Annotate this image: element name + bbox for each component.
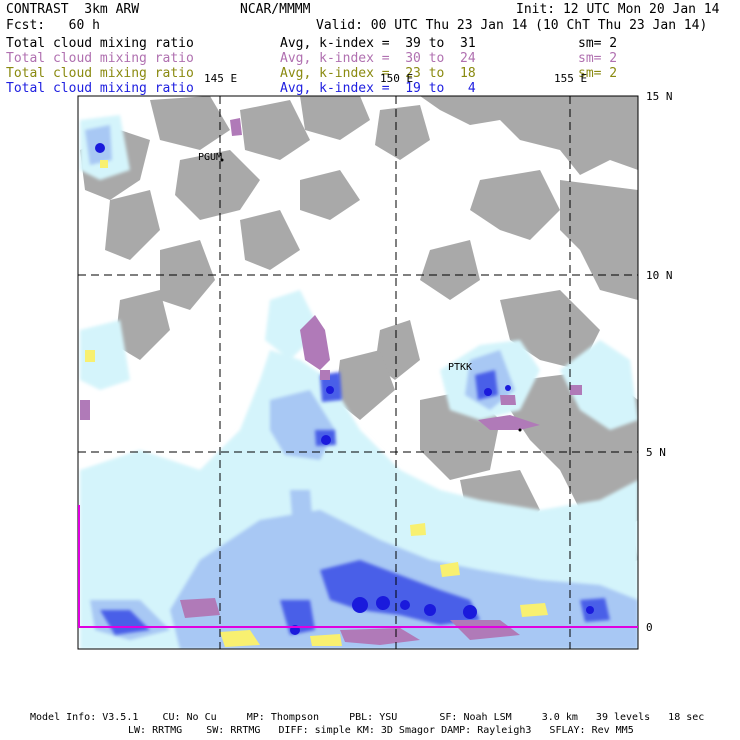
cloud-purple <box>80 118 582 645</box>
field-smoothing: sm= 2 <box>578 36 618 51</box>
lon-label-150: 150 E <box>380 72 414 85</box>
field-smoothing: sm= 2 <box>578 51 618 66</box>
station-markers <box>220 158 522 432</box>
lat-label-0: 0 <box>646 621 653 634</box>
lat-label-15: 15 N <box>646 90 673 103</box>
lon-label-145: 145 E <box>204 72 238 85</box>
footer-physics-info: LW: RRTMG SW: RRTMG DIFF: simple KM: 3D … <box>128 725 634 736</box>
footer-model-info: Model Info: V3.5.1 CU: No Cu MP: Thompso… <box>30 712 705 723</box>
lat-label-5: 5 N <box>646 446 666 459</box>
field-smoothing: sm= 2 <box>578 66 618 81</box>
field-name: Total cloud mixing ratio <box>6 51 194 66</box>
agency-label: NCAR/MMMM <box>240 2 311 17</box>
init-time: Init: 12 UTC Mon 20 Jan 14 <box>516 2 720 17</box>
lat-label-10: 10 N <box>646 269 673 282</box>
field-range: Avg, k-index = 23 to 18 <box>280 66 476 81</box>
plot-frame <box>77 95 639 650</box>
place-label-ptkk: PTKK <box>448 362 473 373</box>
field-name: Total cloud mixing ratio <box>6 81 194 96</box>
field-range: Avg, k-index = 30 to 24 <box>280 51 476 66</box>
field-name: Total cloud mixing ratio <box>6 36 194 51</box>
lon-label-155: 155 E <box>554 72 588 85</box>
model-title: CONTRAST 3km ARW <box>6 2 140 17</box>
cloud-yellow <box>85 160 548 647</box>
field-name: Total cloud mixing ratio <box>6 66 194 81</box>
place-label-pgum: PGUM <box>198 152 223 163</box>
field-range: Avg, k-index = 39 to 31 <box>280 36 476 51</box>
domain-boundary <box>78 505 638 628</box>
valid-time: Valid: 00 UTC Thu 23 Jan 14 (10 ChT Thu … <box>316 18 708 33</box>
field-range: Avg, k-index = 19 to 4 <box>280 81 476 96</box>
cloud-core <box>95 143 594 635</box>
forecast-hour: Fcst: 60 h <box>6 18 100 33</box>
